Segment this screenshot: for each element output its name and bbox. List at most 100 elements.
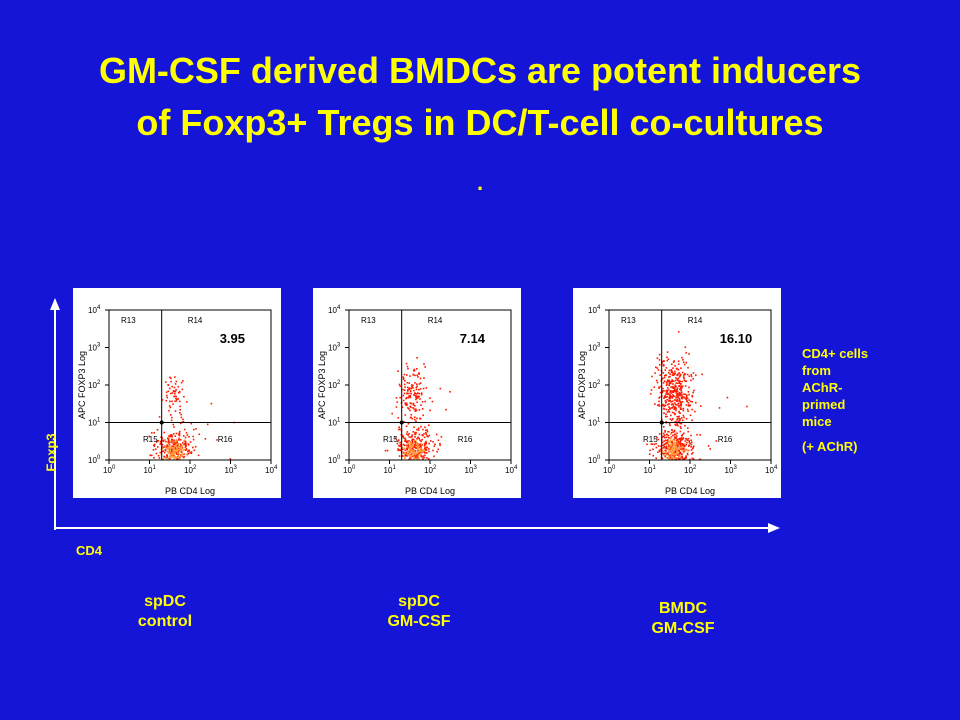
event-dot [663, 444, 665, 447]
event-dot [417, 457, 419, 459]
x-tick-exponent: 1 [153, 465, 157, 471]
event-dot [684, 385, 687, 387]
event-dot [425, 444, 427, 447]
event-dot [404, 402, 407, 404]
event-dot [746, 405, 748, 408]
event-dot [169, 450, 172, 453]
event-dot [676, 457, 679, 459]
region-label-r16: R16 [458, 435, 473, 444]
event-dot [681, 453, 683, 456]
event-dot [670, 446, 673, 449]
event-dot [422, 458, 424, 460]
event-dot [676, 442, 679, 445]
event-dot [688, 441, 691, 443]
event-dot [175, 432, 178, 435]
x-axis-title: PB CD4 Log [165, 486, 215, 496]
event-dot [674, 379, 677, 382]
event-dot [404, 439, 407, 441]
event-dot [665, 374, 667, 377]
event-dot [167, 384, 169, 386]
x-tick-label: 10 [603, 466, 612, 475]
event-dot [413, 450, 416, 452]
event-dot [405, 425, 408, 428]
event-dot [399, 396, 401, 399]
event-dot [692, 391, 694, 394]
event-dot [165, 447, 167, 450]
event-dot [167, 448, 169, 450]
event-dot [436, 450, 438, 453]
event-dot [646, 443, 648, 446]
event-dot [420, 448, 423, 451]
event-dot [665, 381, 668, 384]
event-dot [678, 375, 681, 378]
event-dot [157, 440, 160, 442]
event-dot [666, 383, 668, 385]
event-dot [670, 449, 673, 452]
event-dot [682, 361, 685, 363]
event-dot [669, 393, 671, 395]
event-dot [416, 452, 418, 455]
event-dot [649, 393, 652, 395]
event-dot [401, 434, 404, 437]
event-dot [177, 386, 180, 388]
event-dot [181, 388, 184, 391]
event-dot [406, 374, 408, 376]
event-dot [667, 387, 669, 389]
event-dot [679, 400, 682, 403]
event-dot [409, 396, 411, 399]
event-dot [407, 422, 410, 425]
event-dot [163, 451, 166, 454]
event-dot [680, 422, 683, 425]
event-dot [413, 368, 416, 371]
side-note: CD4+ cells from AChR- primed mice (+ ACh… [802, 345, 882, 455]
event-dot [667, 358, 670, 360]
event-dot [418, 437, 420, 440]
event-dot [412, 442, 414, 444]
event-dot [665, 456, 668, 459]
event-dot [179, 456, 181, 459]
event-dot [659, 391, 662, 394]
event-dot [674, 447, 676, 450]
event-dot [678, 382, 681, 384]
event-dot [657, 369, 660, 371]
event-dot [680, 386, 683, 388]
event-dot [691, 457, 694, 460]
event-dot [417, 450, 420, 453]
event-dot [408, 395, 410, 397]
event-dot [661, 404, 664, 407]
event-dot [680, 397, 683, 399]
event-dot [171, 453, 173, 455]
event-dot [417, 427, 420, 430]
event-dot [668, 444, 671, 446]
event-dot [672, 434, 674, 437]
event-dot [180, 416, 183, 419]
side-note-line: primed [802, 397, 846, 412]
event-dot [667, 393, 670, 396]
event-dot [180, 451, 183, 454]
event-dot [674, 399, 677, 401]
event-dot [662, 363, 665, 366]
y-tick-exponent: 4 [597, 305, 601, 311]
event-dot [416, 417, 418, 420]
event-dot [412, 449, 414, 452]
event-dot [182, 418, 184, 421]
x-tick-exponent: 1 [653, 465, 657, 471]
event-dot [674, 437, 677, 439]
event-dot [691, 441, 693, 444]
event-dot [418, 433, 421, 436]
event-dot [691, 401, 693, 403]
flow-panel-2: 10 0 10 1 10 2 10 3 10 4 10 0 10 1 10 2 10 3 10 4 PB CD4 Log… [313, 288, 521, 498]
event-dot [688, 393, 690, 396]
event-dot [449, 391, 451, 393]
event-dot [683, 448, 685, 450]
event-dot [428, 424, 430, 426]
y-tick-exponent: 1 [337, 418, 341, 424]
event-dot [159, 451, 162, 454]
event-dot [184, 440, 187, 443]
event-dot [688, 386, 690, 389]
event-dot [679, 422, 681, 425]
event-dot [176, 441, 178, 444]
event-dot [420, 392, 423, 394]
event-dot [671, 387, 674, 389]
x-tick-exponent: 4 [274, 465, 278, 471]
